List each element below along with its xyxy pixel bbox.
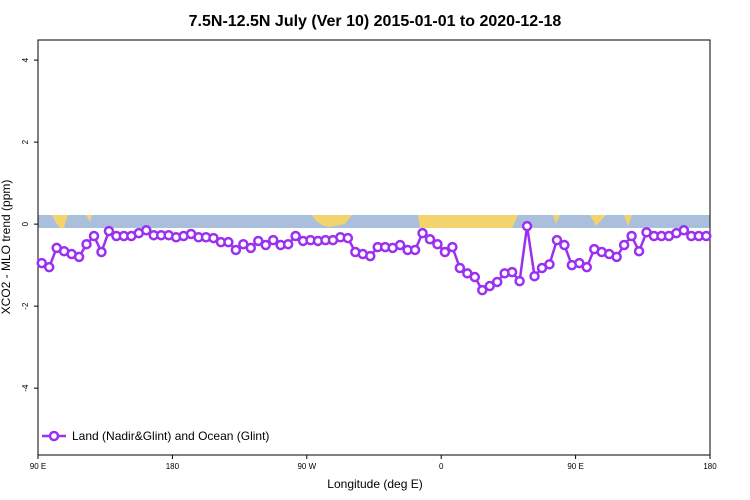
data-point xyxy=(611,251,622,263)
data-point xyxy=(551,234,563,246)
y-tick-label: 2 xyxy=(21,139,30,144)
x-axis-label: Longitude (deg E) xyxy=(327,477,422,491)
chart-title: 7.5N-12.5N July (Ver 10) 2015-01-01 to 2… xyxy=(189,13,562,30)
legend-swatch-marker xyxy=(48,430,60,442)
data-point xyxy=(477,284,488,296)
data-point xyxy=(618,239,630,251)
data-point xyxy=(365,250,376,262)
data-point xyxy=(230,244,242,256)
data-point xyxy=(491,276,503,288)
data-point xyxy=(678,225,690,236)
data-point xyxy=(208,232,219,244)
data-point xyxy=(73,251,85,263)
data-point xyxy=(701,230,712,242)
x-tick-label: 90 E xyxy=(567,462,583,471)
data-point xyxy=(417,227,428,239)
data-point xyxy=(223,236,234,248)
data-point xyxy=(432,238,443,250)
data-point xyxy=(439,246,451,258)
data-point xyxy=(514,275,525,287)
data-point xyxy=(96,246,107,258)
data-point xyxy=(409,244,421,256)
y-tick-label: -2 xyxy=(21,302,30,310)
data-point xyxy=(521,220,533,232)
data-point xyxy=(88,230,100,242)
data-point xyxy=(506,266,518,278)
y-tick-label: 0 xyxy=(21,221,30,226)
data-point xyxy=(342,232,354,244)
y-tick-label: -4 xyxy=(21,384,30,392)
y-tick-label: 4 xyxy=(21,57,30,62)
legend-label: Land (Nadir&Glint) and Ocean (Glint) xyxy=(72,429,269,443)
data-point xyxy=(581,261,593,273)
data-point xyxy=(141,225,152,236)
data-point xyxy=(559,239,570,251)
land-strip xyxy=(38,215,710,228)
data-point xyxy=(454,262,466,274)
data-point xyxy=(253,235,264,247)
data-point xyxy=(447,241,458,253)
data-point xyxy=(103,225,115,237)
x-tick-label: 90 W xyxy=(297,462,316,471)
data-point xyxy=(574,257,585,269)
data-point xyxy=(633,245,645,257)
y-axis-label: XCO2 - MLO trend (ppm) xyxy=(0,180,13,315)
data-point xyxy=(267,234,279,246)
data-point xyxy=(282,238,294,250)
data-point xyxy=(529,270,540,282)
x-tick-label: 90 E xyxy=(30,462,46,471)
data-point xyxy=(626,230,637,242)
x-tick-label: 180 xyxy=(166,462,180,471)
data-point xyxy=(469,271,481,283)
data-point xyxy=(43,261,55,273)
data-point xyxy=(81,238,92,250)
data-point xyxy=(245,242,257,254)
data-point xyxy=(424,234,436,245)
x-tick-label: 180 xyxy=(703,462,717,471)
data-point xyxy=(290,230,301,242)
data-point xyxy=(260,239,271,251)
data-point xyxy=(484,280,495,292)
data-point xyxy=(36,257,47,269)
data-point xyxy=(394,239,406,251)
data-point xyxy=(544,259,555,270)
plot-frame xyxy=(37,39,711,456)
x-tick-label: 0 xyxy=(439,462,444,471)
